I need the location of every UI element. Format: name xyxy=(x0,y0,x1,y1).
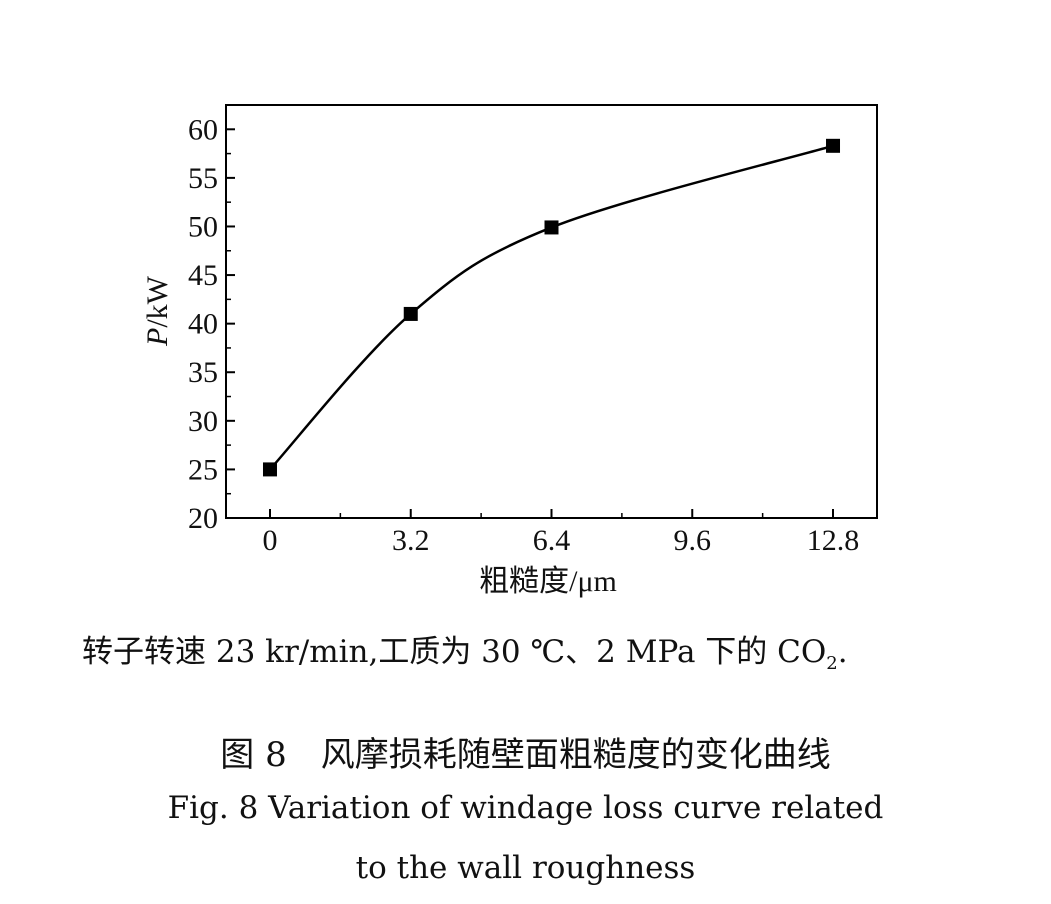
series-markers xyxy=(262,138,841,477)
y-tick-label: 25 xyxy=(188,453,218,486)
data-point-marker xyxy=(262,462,277,477)
figure-note: 转子转速 23 kr/min,工质为 30 ℃、2 MPa 下的 CO2. xyxy=(82,626,848,674)
y-axis-label-symbol: P xyxy=(141,328,174,347)
x-tick-label: 0 xyxy=(262,524,277,557)
data-point-marker xyxy=(826,138,841,153)
caption-english-line2: to the wall roughness xyxy=(355,850,696,886)
series-line xyxy=(269,144,834,471)
x-tick-label: 6.4 xyxy=(533,524,571,557)
y-tick-label: 30 xyxy=(188,405,218,438)
x-axis-label: 粗糙度/μm xyxy=(479,565,617,598)
caption-english-line1: Fig. 8 Variation of windage loss curve r… xyxy=(167,790,884,826)
x-ticks: 0 3.2 6.4 9.6 12.8 xyxy=(262,509,859,557)
x-tick-label: 3.2 xyxy=(392,524,430,557)
caption-chinese: 图 8 风摩损耗随壁面粗糙度的变化曲线 xyxy=(220,735,831,775)
y-tick-label: 40 xyxy=(188,308,218,341)
plot-frame xyxy=(225,104,878,519)
y-ticks: 20 25 30 35 40 45 50 55 60 xyxy=(188,113,235,535)
data-point-marker xyxy=(403,306,418,321)
data-point-marker xyxy=(544,220,559,235)
y-tick-label: 35 xyxy=(188,356,218,389)
y-tick-label: 55 xyxy=(188,162,218,195)
note-text: 转子转速 23 kr/min,工质为 30 ℃、2 MPa 下的 CO xyxy=(82,634,827,670)
y-tick-label: 50 xyxy=(188,210,218,243)
y-tick-label: 45 xyxy=(188,259,218,292)
chart: 0 3.2 6.4 9.6 12.8 20 25 30 35 40 45 50 55 60 粗糙度/μm… xyxy=(141,104,878,598)
y-tick-label: 20 xyxy=(188,502,218,535)
note-suffix: . xyxy=(837,634,848,670)
x-tick-label: 9.6 xyxy=(674,524,712,557)
y-tick-label: 60 xyxy=(188,113,218,146)
note-subscript: 2 xyxy=(826,653,838,675)
y-axis-label: P/kW xyxy=(141,275,174,347)
y-axis-label-unit: /kW xyxy=(141,275,174,327)
x-tick-label: 12.8 xyxy=(807,524,860,557)
